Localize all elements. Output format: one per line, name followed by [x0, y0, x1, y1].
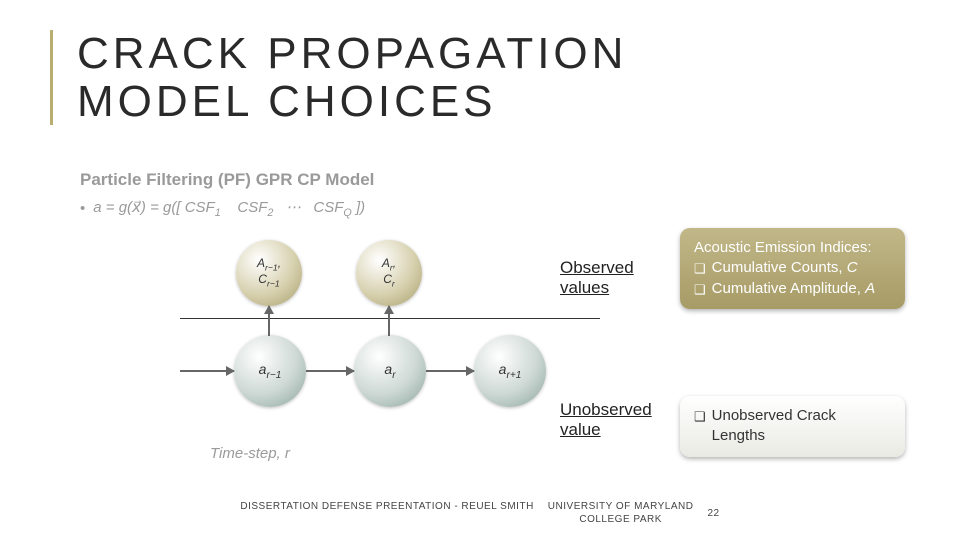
formula-rhs: ]) [356, 199, 365, 216]
formula-lhs: a = g(x⃗) = g([ [93, 199, 180, 216]
state-node-r-1: ar−1 [234, 335, 306, 407]
title-accent-bar [50, 30, 53, 125]
page-title: CRACK PROPAGATIONMODEL CHOICES [77, 30, 627, 125]
unobserved-crack-badge: ❑ Unobserved Crack Lengths [680, 396, 905, 457]
arrow-up-r [388, 306, 390, 336]
formula: • a = g(x⃗) = g([ CSF1 CSF2 ⋯ CSFQ ]) [80, 198, 365, 219]
title-block: CRACK PROPAGATIONMODEL CHOICES [50, 30, 627, 125]
acoustic-item-2: Cumulative Amplitude, A [712, 279, 875, 299]
formula-csf1: CSF1 [185, 199, 221, 216]
arrow-in [180, 370, 234, 372]
row-divider [180, 318, 600, 319]
state-node-r+1: ar+1 [474, 335, 546, 407]
observed-node-r-1: Ar−1,Cr−1 [236, 240, 302, 306]
footer-left: DISSERTATION DEFENSE PREENTATION - REUEL… [240, 501, 533, 526]
arrow-r-to-r+1 [426, 370, 474, 372]
model-subtitle: Particle Filtering (PF) GPR CP Model [80, 170, 374, 190]
acoustic-title: Acoustic Emission Indices: [694, 238, 891, 258]
unobs-crack-text: Unobserved Crack Lengths [712, 406, 891, 447]
acoustic-item-1: Cumulative Counts, C [712, 258, 858, 278]
checkbox-icon: ❑ [694, 408, 706, 426]
observed-label-text: Observedvalues [560, 258, 634, 297]
formula-dots: ⋯ [286, 199, 301, 216]
arrow-r-1-to-r [306, 370, 354, 372]
footer-uni-line1: UNIVERSITY OF MARYLAND [548, 501, 694, 512]
page-number: 22 [707, 508, 719, 519]
state-node-r: ar [354, 335, 426, 407]
footer: DISSERTATION DEFENSE PREENTATION - REUEL… [0, 501, 960, 526]
footer-uni-line2: COLLEGE PARK [579, 514, 662, 525]
formula-csfq: CSFQ [313, 199, 351, 216]
formula-csf2: CSF2 [237, 199, 273, 216]
acoustic-badge: Acoustic Emission Indices: ❑ Cumulative C… [680, 228, 905, 309]
unobserved-label-text: Unobservedvalue [560, 400, 652, 439]
arrow-up-r-1 [268, 306, 270, 336]
bullet-icon: • [80, 200, 85, 217]
observed-node-r: Ar,Cr [356, 240, 422, 306]
timestep-label: Time-step, r [210, 445, 290, 462]
observed-label: Observedvalues [560, 258, 634, 297]
unobserved-label: Unobservedvalue [560, 400, 652, 439]
footer-university: UNIVERSITY OF MARYLAND COLLEGE PARK [548, 501, 694, 526]
checkbox-icon: ❑ [694, 281, 706, 299]
checkbox-icon: ❑ [694, 260, 706, 278]
